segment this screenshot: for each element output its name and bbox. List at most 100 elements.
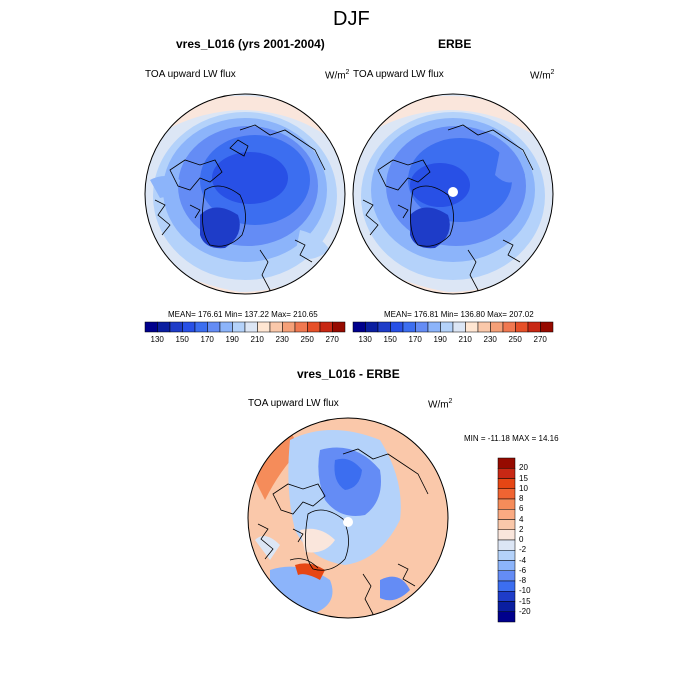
colorbar-diff-tick-label: 0	[519, 535, 524, 544]
colorbar-diff-tick-label: -15	[519, 596, 531, 606]
colorbar-abs-1-tick-label: 150	[175, 335, 189, 344]
colorbar-abs-2-swatch	[440, 321, 454, 333]
colorbar-diff-tick-label: -2	[519, 545, 527, 555]
colorbar-abs-1-tick-label: 190	[225, 335, 239, 344]
colorbar-diff-tick-label: -6	[519, 565, 527, 575]
colorbar-abs-2-tick-label: 270	[533, 335, 547, 344]
colorbar-abs-1-swatch	[257, 321, 271, 333]
panel-2-units: W/m2	[530, 69, 554, 81]
colorbar-abs-2-swatch	[527, 321, 541, 333]
colorbar-diff-swatch	[497, 580, 516, 592]
colorbar-abs-2-swatch	[415, 321, 429, 333]
panel-1-stats: MEAN= 176.61 Min= 137.22 Max= 210.65	[168, 310, 318, 319]
colorbar-abs-1-swatch	[194, 321, 208, 333]
colorbar-abs-2-tick-label: 190	[433, 335, 447, 344]
colorbar-diff-swatch	[497, 457, 516, 469]
panel-3-units-base: W/m	[428, 399, 449, 411]
colorbar-diff-swatch	[497, 468, 516, 479]
colorbar-diff-swatch	[497, 498, 516, 510]
diff-map-border	[247, 417, 449, 619]
colorbar-abs-1-swatch	[269, 321, 283, 333]
colorbar-abs-1-tick-label: 170	[200, 335, 214, 344]
colorbar-diff-tick-label: -10	[519, 586, 531, 596]
colorbar-abs-2-tick-label: 130	[358, 335, 372, 344]
colorbar-diff-swatch	[497, 539, 516, 551]
colorbar-abs-2-tick-label: 150	[383, 335, 397, 344]
colorbar-abs-2-swatch	[390, 321, 404, 333]
colorbar-abs-2-swatch	[352, 321, 366, 333]
colorbar-abs-1-swatch	[182, 321, 196, 333]
colorbar-abs-2-swatch	[477, 321, 491, 333]
colorbar-diff-tick-label: 4	[519, 514, 524, 524]
colorbar-diff-swatch	[497, 601, 516, 612]
colorbar-diff-tick-label: -20	[519, 606, 531, 616]
panel-3-variable: TOA upward LW flux	[248, 398, 339, 409]
panel-2-units-exp: 2	[550, 69, 555, 76]
colorbar-diff-tick-label: 2	[519, 524, 524, 534]
panel-2-variable: TOA upward LW flux	[353, 69, 444, 80]
model-polar-map	[145, 94, 345, 294]
colorbar-abs-1	[144, 321, 346, 333]
diff-coastlines	[257, 448, 429, 618]
colorbar-abs-1-tick-label: 230	[275, 335, 289, 344]
colorbar-diff-swatch	[497, 529, 516, 541]
obs-map-border	[352, 93, 554, 295]
colorbar-abs-2-swatch	[402, 321, 416, 333]
colorbar-abs-2-swatch	[377, 321, 391, 333]
colorbar-abs-2-tick-label: 210	[458, 335, 472, 344]
colorbar-abs-1-swatch	[332, 321, 346, 333]
panel-1-units-exp: 2	[345, 69, 350, 76]
colorbar-abs-2-swatch	[465, 321, 479, 333]
colorbar-diff-tick-label: 10	[519, 483, 528, 493]
colorbar-abs-2-swatch	[515, 321, 529, 333]
colorbar-abs-1-swatch	[144, 321, 158, 333]
panel-1-title: vres_L016 (yrs 2001-2004)	[176, 37, 325, 51]
diff-polar-map	[248, 418, 448, 618]
obs-pole-gap	[448, 187, 458, 197]
colorbar-abs-1-tick-label: 130	[150, 335, 164, 344]
colorbar-diff-swatch	[497, 478, 516, 489]
colorbar-diff-tick-label: -4	[519, 555, 527, 565]
panel-2-units-base: W/m	[530, 70, 551, 82]
colorbar-abs-2-tick-label: 250	[508, 335, 522, 344]
panel-1-units: W/m2	[325, 69, 349, 81]
colorbar-diff-swatch	[497, 488, 516, 500]
main-title: DJF	[333, 8, 370, 30]
colorbar-abs-2-swatch	[365, 321, 379, 333]
colorbar-abs-1-tick-label: 270	[325, 335, 339, 344]
colorbar-abs-1-swatch	[282, 321, 296, 333]
panel-3-title: vres_L016 - ERBE	[297, 367, 400, 381]
colorbar-diff-swatch	[497, 550, 516, 561]
colorbar-diff-tick-label: 6	[519, 504, 524, 514]
colorbar-abs-1-swatch	[157, 321, 171, 333]
colorbar-diff	[497, 457, 516, 623]
colorbar-abs-1-swatch	[232, 321, 246, 333]
panel-1-variable: TOA upward LW flux	[145, 69, 236, 80]
colorbar-diff-swatch	[497, 519, 516, 530]
obs-coastlines	[362, 124, 534, 294]
panel-1-units-base: W/m	[325, 70, 346, 82]
colorbar-diff-swatch	[497, 591, 516, 602]
colorbar-abs-2-tick-label: 230	[483, 335, 497, 344]
colorbar-abs-1-swatch	[294, 321, 308, 333]
colorbar-abs-1-swatch	[169, 321, 183, 333]
colorbar-abs-1-swatch	[244, 321, 258, 333]
colorbar-diff-tick-label: 15	[519, 473, 528, 483]
panel-3-units: W/m2	[428, 398, 452, 410]
colorbar-diff-tick-label: -8	[519, 576, 527, 585]
colorbar-abs-2-swatch	[540, 321, 554, 333]
colorbar-abs-2-swatch	[502, 321, 516, 333]
colorbar-abs-2-tick-label: 170	[408, 335, 422, 344]
colorbar-diff-swatch	[497, 570, 516, 582]
diff-pole-gap	[343, 517, 353, 527]
colorbar-abs-2-swatch	[427, 321, 441, 333]
colorbar-abs-1-swatch	[207, 321, 221, 333]
colorbar-diff-swatch	[497, 611, 516, 623]
panel-2-stats: MEAN= 176.81 Min= 136.80 Max= 207.02	[384, 310, 534, 319]
colorbar-abs-1-swatch	[319, 321, 333, 333]
panel-3-stats: MIN = -11.18 MAX = 14.16	[464, 434, 559, 443]
colorbar-abs-1-swatch	[219, 321, 233, 333]
colorbar-abs-1-tick-label: 250	[300, 335, 314, 344]
colorbar-diff-tick-label: 20	[519, 463, 528, 473]
